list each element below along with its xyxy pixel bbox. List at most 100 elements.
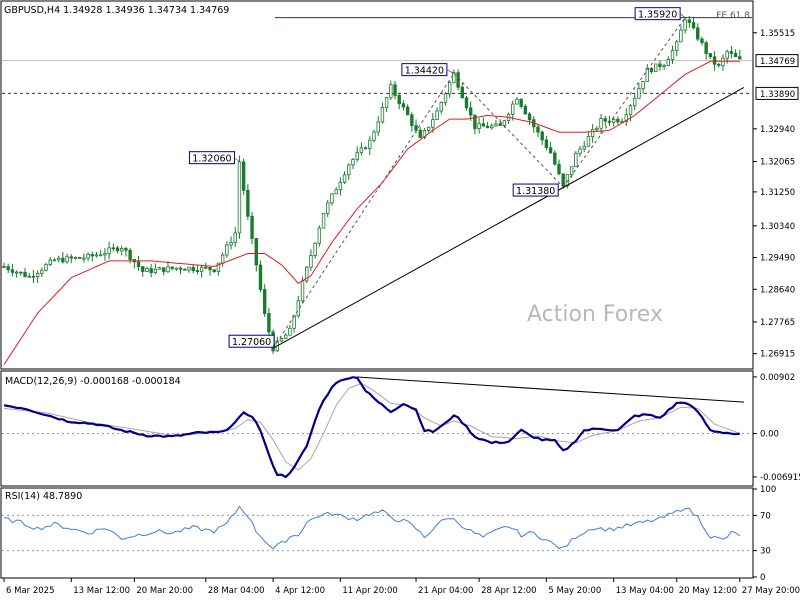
candle-body <box>418 129 422 138</box>
fibonacci-swing-line <box>272 73 455 349</box>
rsi-axis-label: 0 <box>760 573 765 583</box>
price-axis-label: 1.31250 <box>760 188 795 198</box>
current-price-badge-text: 1.34769 <box>760 57 795 67</box>
candle-body <box>338 181 343 191</box>
candle-body <box>19 271 23 274</box>
swing-label-text: 1.32060 <box>192 154 231 165</box>
candle-body <box>233 232 237 243</box>
candle-body <box>536 126 540 133</box>
candle-body <box>120 248 124 252</box>
candle-body <box>288 327 292 336</box>
candle-body <box>544 139 549 149</box>
time-axis-label: 6 Mar 2025 <box>6 586 54 596</box>
swing-label: 1.34420 <box>401 63 455 77</box>
candle-body <box>662 65 666 68</box>
candle-body <box>262 289 267 314</box>
candle-body <box>40 269 44 274</box>
candle-body <box>595 127 599 130</box>
level-price-badge-text: 1.33890 <box>760 90 795 100</box>
candle-body <box>649 68 654 73</box>
candle-body <box>717 63 721 66</box>
candle-body <box>523 105 528 115</box>
swing-label-text: 1.35920 <box>638 10 677 21</box>
candle-body <box>204 266 208 269</box>
swing-label-connector <box>558 186 564 191</box>
candle-body <box>414 125 418 131</box>
candle-body <box>464 97 469 109</box>
candle-body <box>515 98 519 105</box>
swing-label-text: 1.31380 <box>516 186 555 197</box>
candle-body <box>166 266 170 273</box>
candle-body <box>599 118 603 129</box>
candle-body <box>490 125 494 129</box>
candle-body <box>48 259 52 266</box>
swing-label-connector <box>272 341 275 349</box>
time-axis-label: 21 Apr 04:00 <box>418 586 473 596</box>
candle-body <box>82 257 86 260</box>
swing-label: 1.32060 <box>188 151 240 165</box>
candle-body <box>99 254 103 257</box>
current-price-badge: 1.34769 <box>755 54 799 67</box>
candle-body <box>191 266 195 271</box>
candle-body <box>376 121 380 133</box>
candle-body <box>393 84 397 96</box>
candle-body <box>279 338 284 342</box>
candle-body <box>477 123 481 129</box>
candle-body <box>452 72 456 84</box>
candle-body <box>473 114 477 129</box>
macd-line <box>3 376 740 479</box>
candle-body <box>128 249 132 260</box>
macd-panel-frame <box>0 370 754 487</box>
candle-body <box>309 255 313 268</box>
candle-body <box>658 63 662 68</box>
candle-body <box>61 257 65 263</box>
candle-body <box>145 268 149 272</box>
candle-body <box>696 27 700 40</box>
macd-axis-label: -0.006915 <box>760 473 800 483</box>
candle-body <box>637 88 641 99</box>
candle-body <box>401 103 406 108</box>
candle-body <box>174 267 179 270</box>
price-axis-label: 1.32940 <box>760 125 795 135</box>
price-overlays <box>3 17 745 365</box>
candle-body <box>313 242 317 256</box>
candle-body <box>73 256 78 259</box>
time-axis-label: 28 Mar 04:00 <box>208 586 265 596</box>
candle-body <box>77 256 82 259</box>
candle-body <box>136 261 141 268</box>
candle-body <box>199 266 204 272</box>
price-axis-label: 1.29490 <box>760 254 795 264</box>
candle-body <box>670 49 675 60</box>
time-axis: 6 Mar 2025 13 Mar 12:00 20 Mar 20:00 28 Mar… <box>3 578 800 596</box>
candle-body <box>700 38 704 44</box>
candle-body <box>527 113 532 121</box>
candle-body <box>519 98 523 107</box>
candle-body <box>86 254 90 259</box>
candle-body <box>738 56 742 60</box>
candle-body <box>111 247 116 250</box>
price-panel-frame <box>0 0 754 370</box>
swing-label-text: 1.27060 <box>232 337 271 348</box>
candle-body <box>611 118 616 123</box>
candle-body <box>321 213 326 229</box>
candle-body <box>439 101 443 112</box>
swing-label: 1.27060 <box>228 334 275 349</box>
watermark: Action Forex <box>527 302 663 327</box>
candle-body <box>351 159 355 166</box>
time-axis-label: 28 Apr 12:00 <box>481 586 536 596</box>
fe-label: FE 61.8 <box>716 11 750 21</box>
candle-body <box>447 82 452 95</box>
candle-body <box>229 242 233 246</box>
candle-body <box>296 300 301 317</box>
candle-body <box>422 129 427 138</box>
candle-body <box>124 248 128 251</box>
rising-trendline <box>272 86 745 349</box>
candle-body <box>380 106 385 123</box>
macd-trendline <box>357 376 745 403</box>
candle-body <box>460 86 464 99</box>
candle-body <box>69 256 73 259</box>
candle-body <box>372 131 376 141</box>
candle-body <box>35 272 40 277</box>
candle-body <box>162 267 166 273</box>
candle-body <box>691 22 696 29</box>
